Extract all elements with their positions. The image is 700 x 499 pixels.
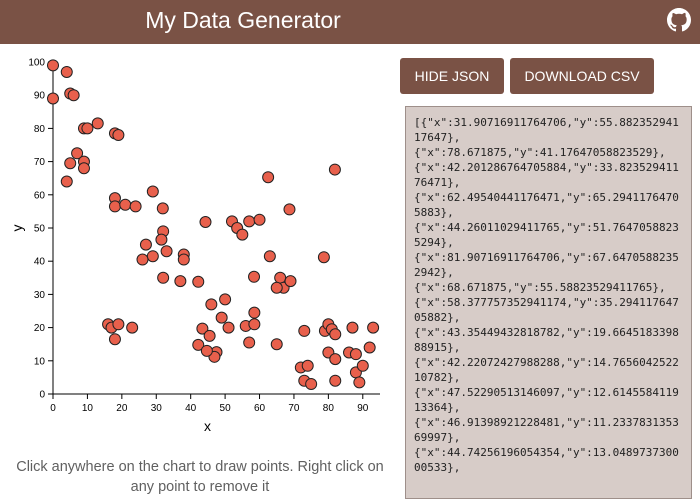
data-point[interactable]	[248, 318, 261, 331]
data-point[interactable]	[317, 251, 330, 264]
data-point[interactable]	[157, 271, 170, 284]
y-tick-label: 40	[34, 257, 46, 268]
x-tick-label: 70	[288, 403, 300, 414]
data-point[interactable]	[248, 306, 261, 319]
data-point[interactable]	[155, 233, 168, 246]
data-point[interactable]	[196, 322, 209, 335]
data-point[interactable]	[67, 89, 80, 102]
data-point[interactable]	[203, 329, 216, 342]
data-point[interactable]	[177, 253, 190, 266]
json-output-panel: [{"x":31.90716911764706,"y":55.882352941…	[405, 106, 692, 499]
y-tick-label: 20	[34, 323, 46, 334]
data-point[interactable]	[222, 321, 235, 334]
x-tick-label: 80	[323, 403, 335, 414]
data-point[interactable]	[64, 157, 77, 170]
data-point[interactable]	[349, 348, 362, 361]
data-point[interactable]	[274, 271, 287, 284]
data-point[interactable]	[112, 129, 125, 142]
x-tick-label: 30	[151, 403, 163, 414]
x-tick-label: 10	[82, 403, 94, 414]
data-point[interactable]	[298, 324, 311, 337]
x-tick-label: 60	[254, 403, 266, 414]
data-point[interactable]	[353, 376, 366, 389]
y-tick-label: 30	[34, 290, 46, 301]
data-point[interactable]	[329, 353, 342, 366]
data-point[interactable]	[215, 311, 228, 324]
data-point[interactable]	[160, 245, 173, 258]
data-point[interactable]	[301, 359, 314, 372]
data-point[interactable]	[243, 336, 256, 349]
y-tick-label: 90	[34, 91, 46, 102]
data-point[interactable]	[139, 238, 152, 251]
data-point[interactable]	[283, 203, 296, 216]
data-point[interactable]	[174, 275, 187, 288]
data-point[interactable]	[329, 328, 342, 341]
data-point[interactable]	[129, 200, 142, 213]
download-csv-button[interactable]: DOWNLOAD CSV	[510, 58, 654, 94]
data-point[interactable]	[81, 122, 94, 135]
data-point[interactable]	[363, 341, 376, 354]
y-axis-label: y	[9, 225, 25, 232]
data-point[interactable]	[329, 374, 342, 387]
data-point[interactable]	[248, 270, 261, 283]
data-point[interactable]	[192, 338, 205, 351]
data-point[interactable]	[328, 163, 341, 176]
data-point[interactable]	[367, 321, 380, 334]
hide-json-button[interactable]: HIDE JSON	[400, 58, 504, 94]
x-axis-label: x	[204, 418, 211, 434]
data-point[interactable]	[270, 281, 283, 294]
y-tick-label: 10	[34, 356, 46, 367]
y-tick-label: 80	[34, 124, 46, 135]
data-point[interactable]	[47, 92, 59, 105]
instructions-text: Click anywhere on the chart to draw poin…	[16, 459, 384, 495]
y-tick-label: 70	[34, 157, 46, 168]
data-point[interactable]	[71, 147, 84, 160]
data-point[interactable]	[108, 333, 121, 346]
data-point[interactable]	[146, 250, 159, 263]
data-point[interactable]	[119, 198, 132, 211]
data-point[interactable]	[112, 318, 125, 331]
y-tick-label: 100	[28, 58, 45, 69]
data-point[interactable]	[146, 185, 159, 198]
y-tick-label: 60	[34, 190, 46, 201]
x-tick-label: 0	[50, 403, 56, 414]
data-point[interactable]	[236, 228, 249, 241]
data-point[interactable]	[253, 213, 266, 226]
github-icon[interactable]	[667, 8, 691, 32]
app-title: My Data Generator	[145, 7, 341, 33]
data-point[interactable]	[91, 117, 104, 130]
y-tick-label: 0	[39, 390, 45, 401]
data-point[interactable]	[284, 275, 297, 288]
header-bar: My Data Generator	[0, 0, 700, 44]
data-point[interactable]	[199, 216, 212, 229]
x-tick-label: 90	[357, 403, 369, 414]
scatter-chart[interactable]: 0 10 20 30 40 50 60 70 80 90 0 10 20 30 40 50 60 70 80 90 10…	[0, 44, 400, 454]
data-point[interactable]	[356, 359, 369, 372]
data-point[interactable]	[219, 293, 232, 306]
data-point[interactable]	[60, 65, 73, 78]
scatter-chart-area[interactable]: 0 10 20 30 40 50 60 70 80 90 0 10 20 30 40 50 60 70 80 90 10…	[0, 44, 400, 454]
json-output-text: [{"x":31.90716911764706,"y":55.882352941…	[414, 116, 679, 474]
data-point[interactable]	[47, 59, 59, 72]
data-point[interactable]	[77, 162, 90, 175]
data-point[interactable]	[136, 253, 149, 266]
data-point[interactable]	[262, 171, 275, 184]
x-tick-label: 50	[220, 403, 232, 414]
data-point[interactable]	[205, 298, 218, 311]
data-point[interactable]	[108, 200, 121, 213]
data-point[interactable]	[192, 275, 205, 288]
x-tick-label: 40	[185, 403, 197, 414]
y-tick-label: 50	[34, 224, 46, 235]
data-point[interactable]	[200, 344, 213, 357]
x-tick-label: 20	[116, 403, 128, 414]
data-point[interactable]	[305, 378, 318, 391]
data-point[interactable]	[270, 338, 283, 351]
data-point[interactable]	[243, 215, 256, 228]
data-point[interactable]	[263, 250, 276, 263]
data-point[interactable]	[60, 175, 73, 188]
data-point[interactable]	[126, 321, 139, 334]
data-point[interactable]	[346, 321, 359, 334]
data-point[interactable]	[156, 202, 169, 215]
